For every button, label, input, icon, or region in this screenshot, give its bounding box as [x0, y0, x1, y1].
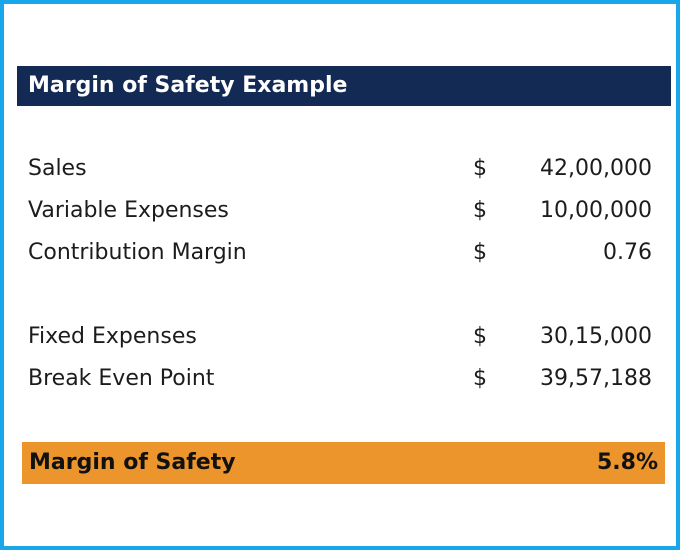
row-value: 30,15,000	[540, 324, 652, 349]
row-value: 0.76	[603, 240, 652, 265]
row-label: Sales	[28, 156, 87, 181]
row-value: 39,57,188	[540, 366, 652, 391]
currency-symbol: $	[473, 240, 487, 265]
row-label: Variable Expenses	[28, 198, 229, 223]
page-title: Margin of Safety Example	[28, 73, 348, 98]
currency-symbol: $	[473, 198, 487, 223]
table-row-sales: Sales $ 42,00,000	[4, 151, 680, 187]
table-row-fixed-expenses: Fixed Expenses $ 30,15,000	[4, 319, 680, 355]
table-row-contribution-margin: Contribution Margin $ 0.76	[4, 235, 680, 271]
margin-of-safety-row: Margin of Safety 5.8%	[22, 442, 665, 484]
row-label: Break Even Point	[28, 366, 215, 391]
row-value: 42,00,000	[540, 156, 652, 181]
table-row-break-even-point: Break Even Point $ 39,57,188	[4, 361, 680, 397]
row-label: Contribution Margin	[28, 240, 247, 265]
table-row-variable-expenses: Variable Expenses $ 10,00,000	[4, 193, 680, 229]
currency-symbol: $	[473, 324, 487, 349]
row-label: Fixed Expenses	[28, 324, 197, 349]
currency-symbol: $	[473, 156, 487, 181]
result-label: Margin of Safety	[29, 450, 236, 475]
title-bar: Margin of Safety Example	[17, 66, 671, 106]
currency-symbol: $	[473, 366, 487, 391]
result-value: 5.8%	[596, 450, 658, 475]
row-value: 10,00,000	[540, 198, 652, 223]
